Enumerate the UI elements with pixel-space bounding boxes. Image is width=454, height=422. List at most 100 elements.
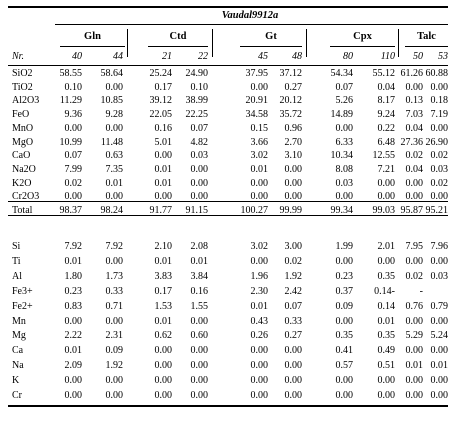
value-cell: 3.02 bbox=[250, 150, 269, 162]
value-cell: 0.37 bbox=[335, 285, 354, 297]
value-cell: 0.22 bbox=[377, 122, 396, 134]
value-cell: 91.77 bbox=[149, 205, 173, 216]
value-cell: 0.16 bbox=[190, 285, 209, 297]
value-cell: 0.00 bbox=[105, 315, 124, 327]
value-cell: 54.34 bbox=[330, 68, 354, 79]
analysis-number: 48 bbox=[292, 51, 302, 62]
value-cell: 0.76 bbox=[405, 300, 424, 312]
analysis-number: 110 bbox=[380, 51, 395, 62]
value-cell: 8.17 bbox=[377, 95, 396, 107]
value-cell: 0.00 bbox=[64, 315, 83, 327]
value-cell: 0.10 bbox=[64, 81, 83, 93]
value-cell: 0.00 bbox=[284, 345, 303, 357]
value-cell: 0.00 bbox=[430, 122, 449, 134]
analysis-number: 50 bbox=[413, 51, 423, 62]
value-cell: 38.99 bbox=[185, 95, 209, 107]
value-cell: 20.91 bbox=[245, 95, 269, 107]
value-cell: 0.00 bbox=[190, 375, 209, 387]
value-cell: 27.36 bbox=[400, 136, 424, 148]
value-cell: 99.99 bbox=[279, 205, 303, 216]
value-cell: 0.60 bbox=[190, 330, 209, 342]
value-cell: 0.07 bbox=[64, 150, 83, 162]
value-cell: 0.00 bbox=[284, 390, 303, 401]
value-cell: 12.55 bbox=[372, 150, 396, 162]
value-cell: 0.00 bbox=[190, 177, 209, 189]
value-cell: 3.00 bbox=[284, 241, 303, 252]
value-cell: 0.00 bbox=[190, 360, 209, 372]
value-cell: 0.02 bbox=[64, 177, 83, 189]
value-cell: 9.28 bbox=[105, 109, 124, 121]
value-cell: 7.92 bbox=[64, 241, 83, 252]
oxide-label: Cr2O3 bbox=[12, 191, 40, 203]
value-cell: 0.00 bbox=[284, 375, 303, 387]
value-cell: 7.92 bbox=[105, 241, 124, 252]
value-cell: 0.10 bbox=[190, 81, 209, 93]
oxide-label: FeO bbox=[12, 109, 30, 121]
value-cell: 5.29 bbox=[405, 330, 424, 342]
value-cell: 0.00 bbox=[377, 255, 396, 267]
cation-label: Al bbox=[12, 270, 22, 282]
value-cell: 0.79 bbox=[430, 300, 449, 312]
value-cell: 35.72 bbox=[279, 109, 303, 121]
header-rule bbox=[8, 65, 448, 66]
value-cell: 0.04 bbox=[405, 163, 424, 175]
value-cell: 6.33 bbox=[335, 136, 354, 148]
value-cell: 1.73 bbox=[105, 270, 124, 282]
value-cell: 22.25 bbox=[185, 109, 209, 121]
value-cell: 0.00 bbox=[105, 375, 124, 387]
value-cell: 3.83 bbox=[154, 270, 173, 282]
value-cell: 0.35 bbox=[377, 270, 396, 282]
value-cell: 0.00 bbox=[284, 177, 303, 189]
value-cell: 20.12 bbox=[279, 95, 303, 107]
value-cell: 0.00 bbox=[190, 390, 209, 401]
analysis-number: 53 bbox=[438, 51, 448, 62]
value-cell: 0.00 bbox=[284, 163, 303, 175]
value-cell: 1.96 bbox=[250, 270, 269, 282]
value-cell: 58.55 bbox=[59, 68, 83, 79]
value-cell: 0.00 bbox=[250, 81, 269, 93]
cation-label: Ca bbox=[12, 345, 24, 357]
value-cell: 2.31 bbox=[105, 330, 124, 342]
value-cell: 0.00 bbox=[190, 163, 209, 175]
value-cell: 0.33 bbox=[284, 315, 303, 327]
value-cell: 3.10 bbox=[284, 150, 303, 162]
value-cell: 0.00 bbox=[405, 177, 424, 189]
value-cell: 0.00 bbox=[335, 315, 354, 327]
value-cell: 4.82 bbox=[190, 136, 209, 148]
value-cell: 0.00 bbox=[430, 345, 449, 357]
value-cell: 1.99 bbox=[335, 241, 354, 252]
value-cell: 3.66 bbox=[250, 136, 269, 148]
value-cell: 7.21 bbox=[377, 163, 396, 175]
value-cell: 25.24 bbox=[149, 68, 173, 79]
value-cell: 0.41 bbox=[335, 345, 354, 357]
value-cell: 0.71 bbox=[105, 300, 124, 312]
group-underline bbox=[60, 46, 125, 47]
value-cell: 2.10 bbox=[154, 241, 173, 252]
value-cell: 0.00 bbox=[190, 315, 209, 327]
group-header-talc: Talc bbox=[417, 31, 436, 42]
cation-label: Mg bbox=[12, 330, 26, 342]
value-cell: 61.26 bbox=[400, 68, 424, 79]
value-cell: 9.24 bbox=[377, 109, 396, 121]
value-cell: 0.00 bbox=[154, 345, 173, 357]
value-cell: 0.00 bbox=[430, 255, 449, 267]
analysis-number: 22 bbox=[198, 51, 208, 62]
value-cell: 11.29 bbox=[59, 95, 82, 107]
value-cell: 0.57 bbox=[335, 360, 354, 372]
value-cell: 1.92 bbox=[105, 360, 124, 372]
value-cell: 39.12 bbox=[149, 95, 173, 107]
group-underline bbox=[330, 46, 395, 47]
value-cell: 0.00 bbox=[250, 345, 269, 357]
value-cell: 95.21 bbox=[425, 205, 449, 216]
value-cell: 34.58 bbox=[245, 109, 269, 121]
value-cell: 0.27 bbox=[284, 330, 303, 342]
oxide-label: TiO2 bbox=[12, 81, 33, 93]
value-cell: 0.00 bbox=[335, 191, 354, 203]
total-top-rule bbox=[8, 201, 448, 202]
value-cell: 0.00 bbox=[105, 255, 124, 267]
value-cell: 7.03 bbox=[405, 109, 424, 121]
value-cell: 37.95 bbox=[245, 68, 269, 79]
value-cell: 10.85 bbox=[100, 95, 124, 107]
cation-label: Si bbox=[12, 241, 21, 252]
value-cell: 0.02 bbox=[405, 150, 424, 162]
